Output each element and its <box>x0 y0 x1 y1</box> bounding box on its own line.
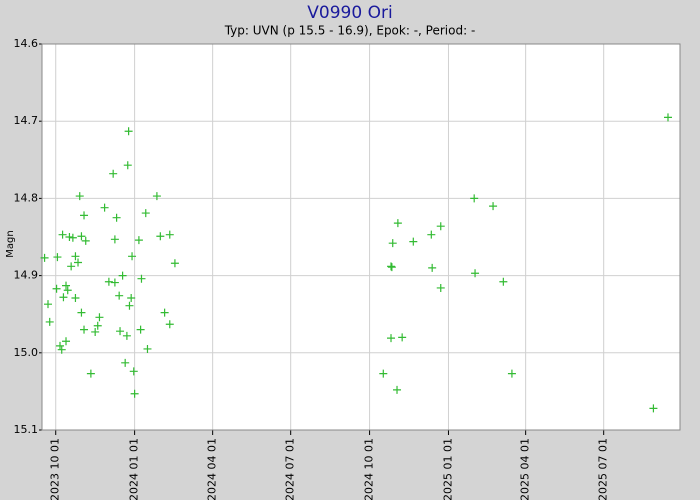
data-point <box>507 369 516 378</box>
data-point <box>118 271 127 280</box>
data-point <box>129 367 138 376</box>
y-tick-label: 15.0 <box>14 346 39 359</box>
data-point <box>80 211 89 220</box>
data-point <box>137 274 146 283</box>
data-point <box>663 113 672 122</box>
data-point <box>115 291 124 300</box>
data-point <box>165 230 174 239</box>
data-point <box>110 235 119 244</box>
data-point <box>388 239 397 248</box>
data-point <box>95 313 104 322</box>
data-point <box>59 293 68 302</box>
data-point <box>63 286 72 295</box>
y-tick-label: 15.1 <box>14 423 39 436</box>
data-point <box>77 232 86 241</box>
data-point <box>74 258 83 267</box>
data-point <box>427 230 436 239</box>
data-point <box>123 161 132 170</box>
data-point <box>436 222 445 231</box>
data-point <box>127 293 136 302</box>
plot-area <box>41 43 681 431</box>
data-point <box>136 325 145 334</box>
data-point <box>436 283 445 292</box>
data-point <box>165 320 174 329</box>
chart-subtitle: Typ: UVN (p 15.5 - 16.9), Epok: -, Perio… <box>224 24 476 38</box>
x-tick-label: 2025 04 01 <box>519 438 532 500</box>
data-point <box>100 203 109 212</box>
data-point <box>58 230 67 239</box>
data-point <box>379 369 388 378</box>
data-point <box>56 341 65 350</box>
data-point <box>57 345 66 354</box>
x-tick-label: 2023 10 01 <box>49 438 62 500</box>
data-point <box>134 236 143 245</box>
data-point <box>110 278 119 287</box>
data-point <box>499 277 508 286</box>
data-point <box>116 327 125 336</box>
data-point <box>62 337 71 346</box>
data-point <box>124 127 133 136</box>
data-point <box>170 259 179 268</box>
data-point <box>65 233 74 241</box>
data-point <box>52 284 61 293</box>
data-point <box>93 321 102 330</box>
data-point <box>104 277 113 286</box>
y-axis-label: Magn <box>5 230 16 257</box>
y-tick-label: 14.6 <box>14 37 39 50</box>
data-point <box>75 192 84 201</box>
data-point <box>44 300 53 309</box>
data-point <box>71 252 80 261</box>
data-point <box>141 209 150 218</box>
data-point <box>121 358 130 367</box>
data-point <box>393 219 402 228</box>
data-point <box>409 237 418 246</box>
data-point <box>122 331 131 340</box>
data-point <box>62 281 71 290</box>
data-point <box>143 344 152 353</box>
data-point <box>470 194 479 203</box>
y-tick-label: 14.7 <box>14 114 39 127</box>
data-point <box>71 293 80 302</box>
data-point <box>109 169 118 178</box>
x-tick-label: 2024 01 01 <box>128 438 141 500</box>
data-point <box>112 213 121 222</box>
x-tick-label: 2024 04 01 <box>206 438 219 500</box>
data-point <box>471 269 480 278</box>
data-point <box>387 263 396 272</box>
data-point <box>398 333 407 342</box>
data-point <box>393 385 402 394</box>
data-point <box>160 308 169 317</box>
plot-frame <box>41 43 681 431</box>
data-point <box>649 404 658 413</box>
x-tick-label: 2025 01 01 <box>441 438 454 500</box>
data-point <box>68 233 77 242</box>
data-point <box>53 253 62 262</box>
data-point <box>387 334 396 343</box>
data-point <box>67 262 76 271</box>
x-tick-label: 2024 10 01 <box>363 438 376 500</box>
data-point <box>152 192 161 201</box>
y-tick-label: 14.9 <box>14 269 39 282</box>
data-point <box>40 253 49 262</box>
data-point <box>45 317 54 326</box>
data-point <box>77 308 86 317</box>
chart-title: V0990 Ori <box>307 3 392 23</box>
data-point <box>80 325 89 334</box>
data-point <box>128 252 137 261</box>
data-point <box>130 389 139 398</box>
x-tick-label: 2025 07 01 <box>597 438 610 500</box>
data-point <box>125 301 134 310</box>
data-point <box>91 327 100 336</box>
data-point <box>387 262 396 271</box>
y-tick-label: 14.8 <box>14 191 39 204</box>
data-point <box>86 369 95 378</box>
data-point <box>489 202 498 211</box>
data-point <box>156 232 165 241</box>
x-tick-label: 2024 07 01 <box>284 438 297 500</box>
data-point <box>81 236 90 245</box>
data-point <box>428 263 437 272</box>
